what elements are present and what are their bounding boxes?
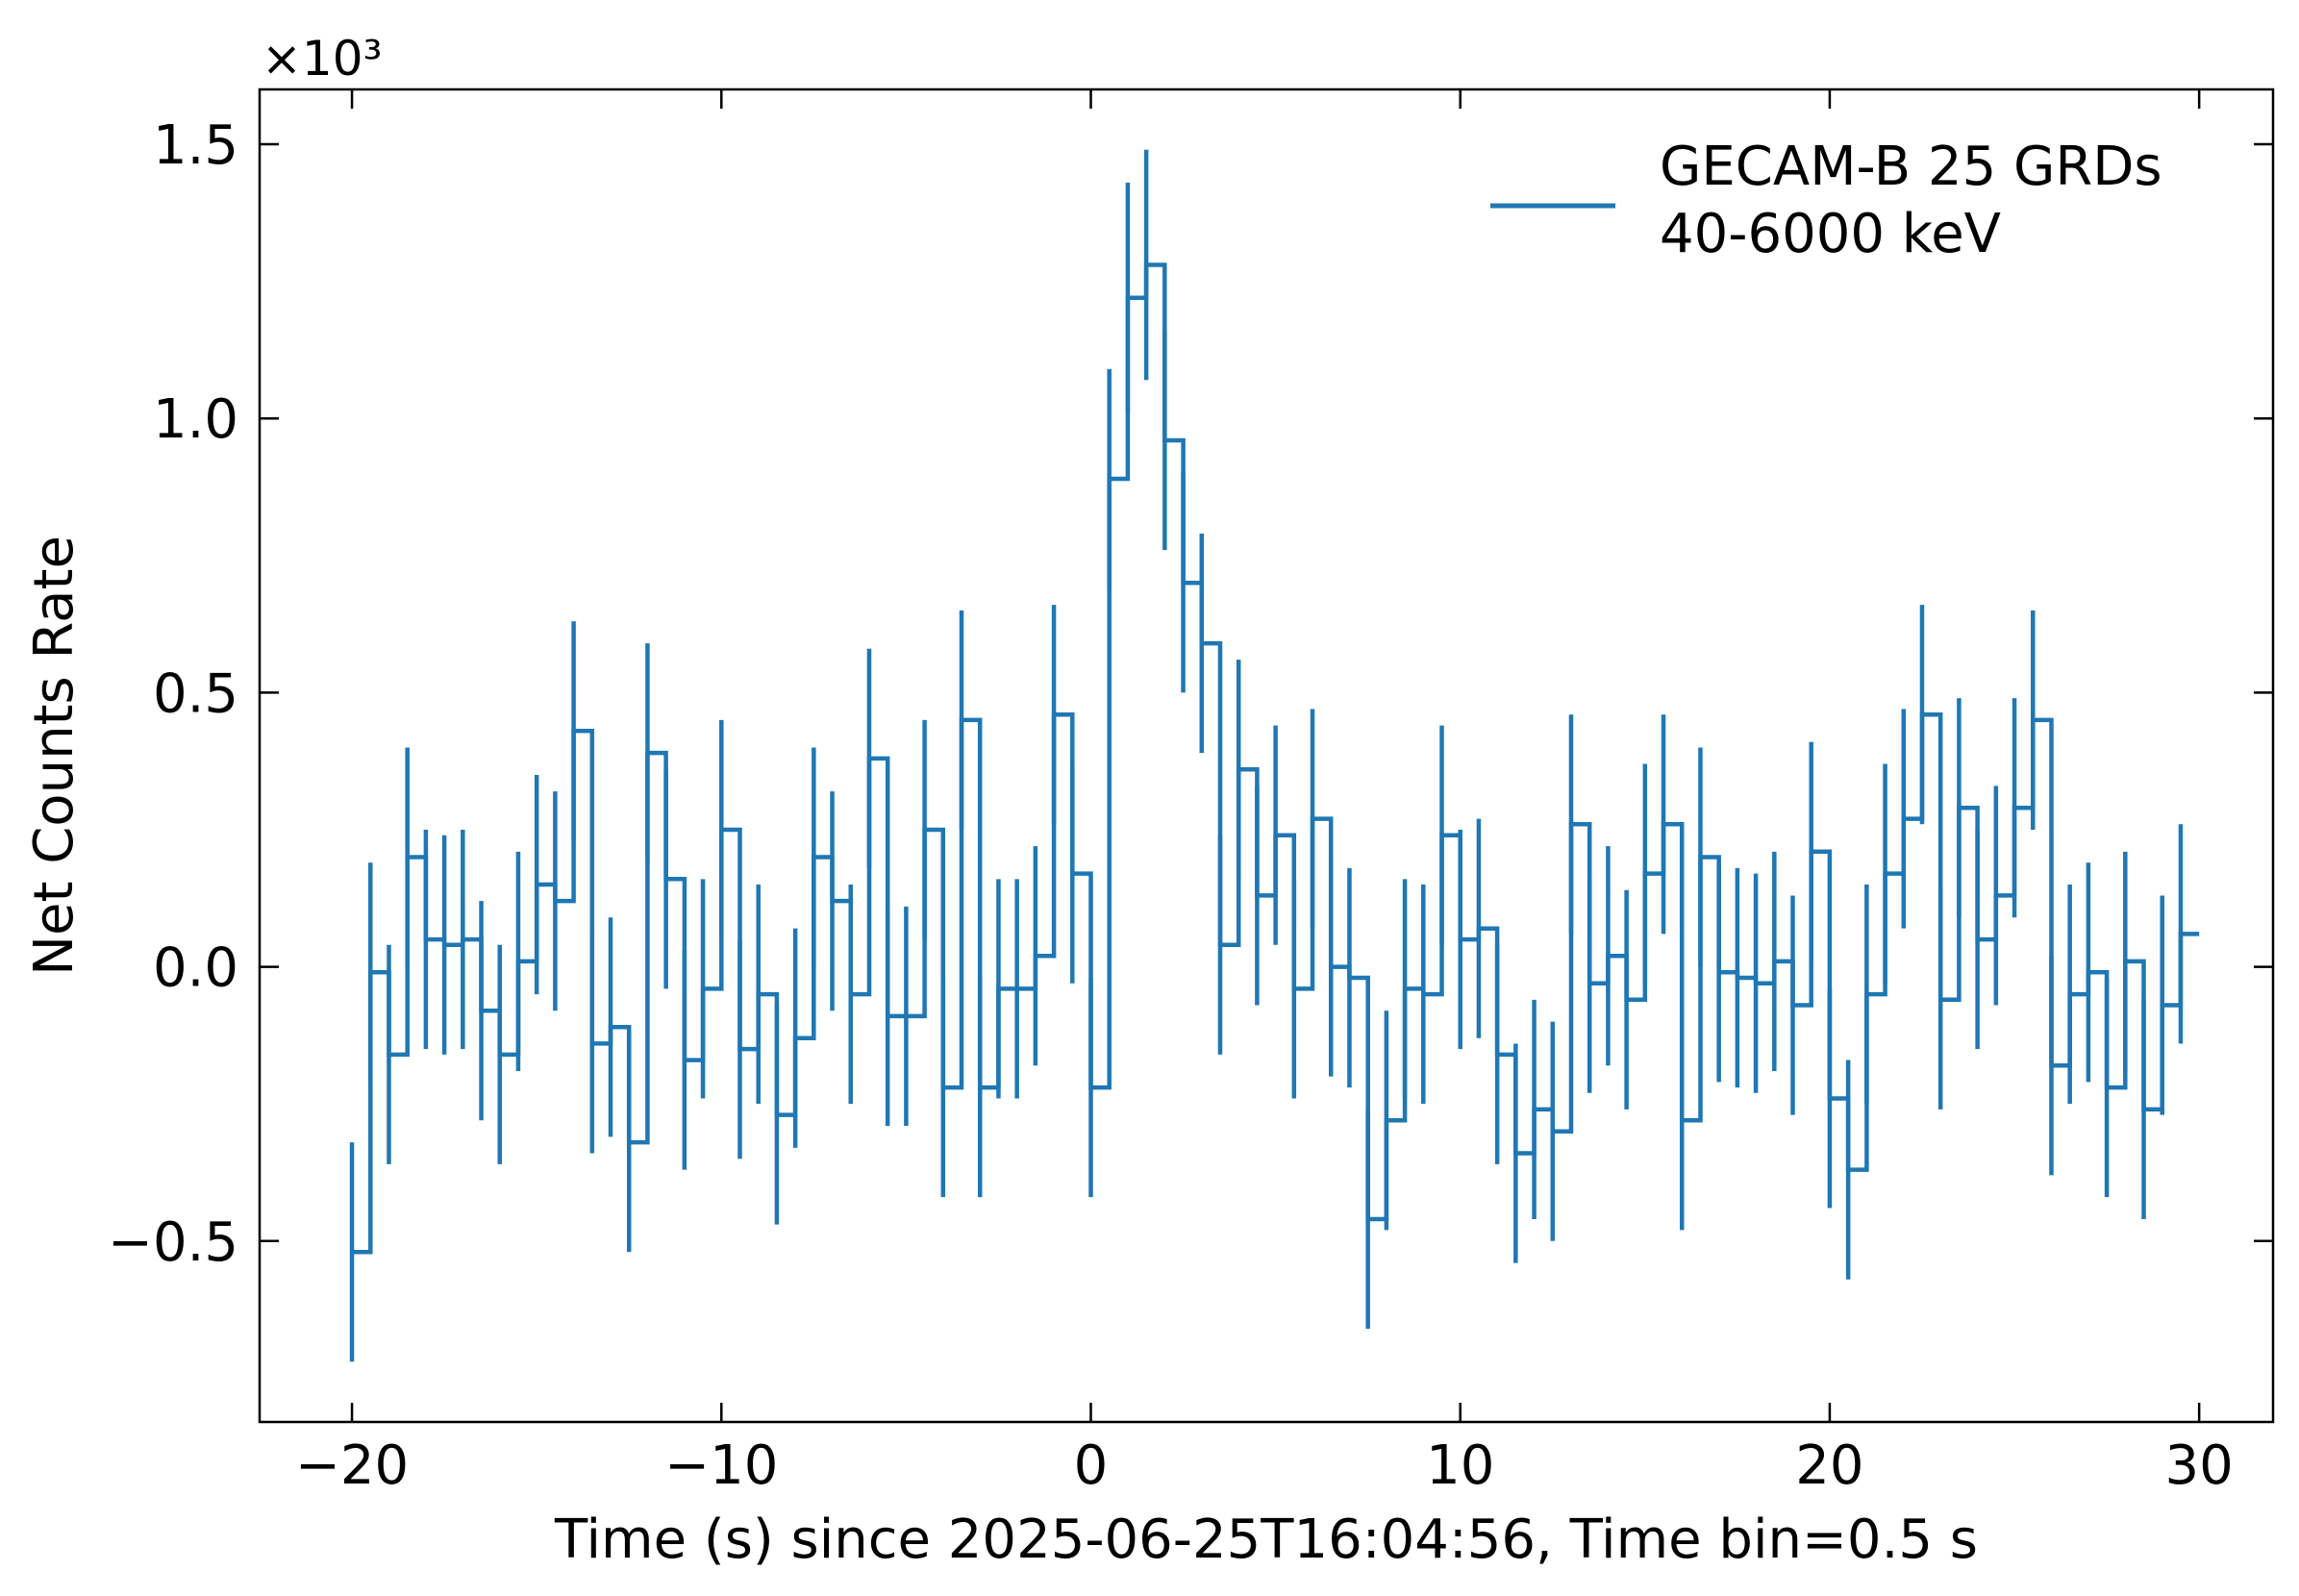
y-tick-label: −0.5 bbox=[108, 1211, 238, 1274]
x-tick-label: 10 bbox=[1426, 1434, 1494, 1497]
y-tick-label: 1.0 bbox=[153, 388, 238, 451]
legend-label-line2: 40-6000 keV bbox=[1660, 203, 2001, 265]
x-tick-label: −20 bbox=[295, 1434, 409, 1497]
x-tick-label: 0 bbox=[1074, 1434, 1109, 1497]
y-tick-label: 0.5 bbox=[153, 662, 238, 725]
y-axis-label: Net Counts Rate bbox=[23, 536, 86, 976]
x-tick-label: 30 bbox=[2165, 1434, 2234, 1497]
step-line-series bbox=[352, 262, 2200, 1255]
x-tick-label: 20 bbox=[1795, 1434, 1863, 1497]
x-tick-label: −10 bbox=[664, 1434, 778, 1497]
legend: GECAM-B 25 GRDs 40-6000 keV bbox=[1490, 136, 2162, 265]
plot-frame bbox=[258, 87, 2275, 1424]
plot-background bbox=[260, 89, 2273, 1422]
x-axis-label: Time (s) since 2025-06-25T16:04:56, Time… bbox=[554, 1509, 1978, 1571]
legend-label-line1: GECAM-B 25 GRDs bbox=[1660, 136, 2162, 198]
y-tick-label: 1.5 bbox=[153, 114, 238, 177]
y-tick-label: 0.0 bbox=[153, 937, 238, 1000]
y-scale-label: ×10³ bbox=[262, 31, 383, 87]
